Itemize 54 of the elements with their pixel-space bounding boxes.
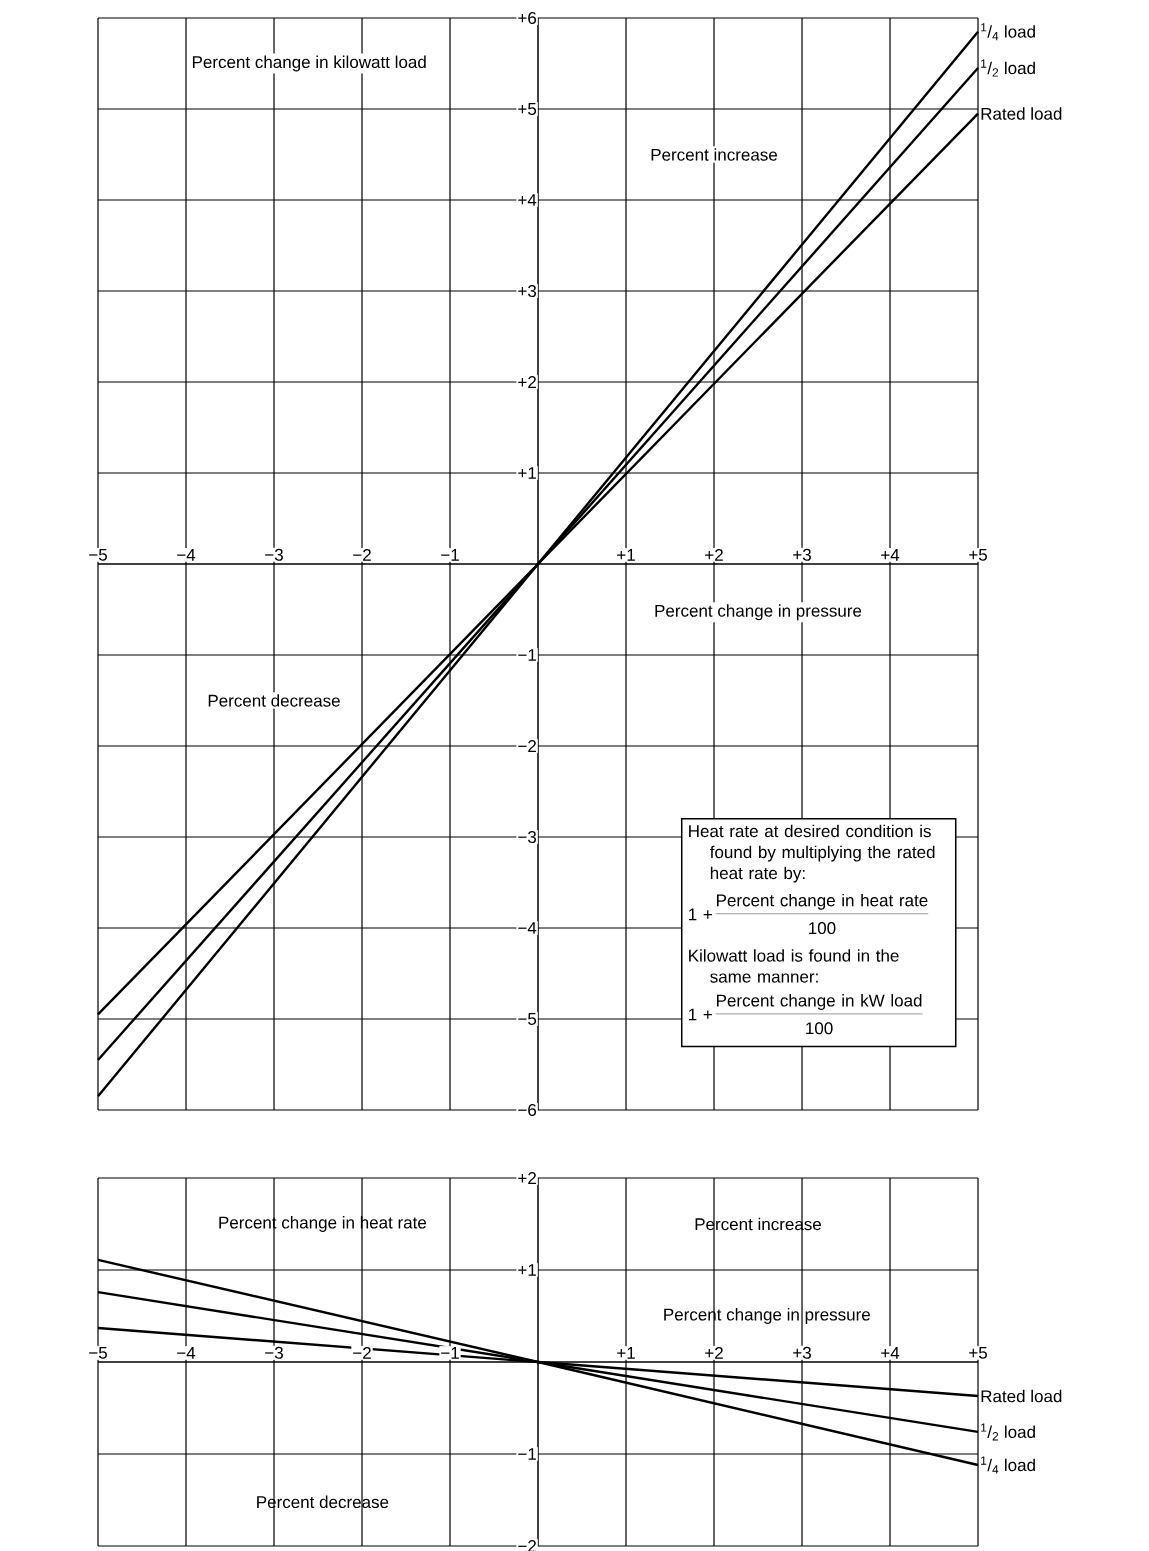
x-tick-label: −2 (353, 548, 371, 561)
x-tick-label: +2 (705, 548, 723, 561)
annotation: 100 (809, 922, 836, 935)
series-label: $^{1}$/$_{2}$ load (981, 59, 1035, 77)
x-tick-label: +4 (881, 1347, 900, 1359)
series-label: $^{1}$/$_{4}$ load (981, 1456, 1035, 1474)
annotation: 1 + (689, 1008, 712, 1021)
x-tick-label: −5 (89, 548, 107, 561)
series-label: Rated load (981, 1389, 1062, 1403)
x-tick-label: +3 (793, 1346, 811, 1359)
x-tick-label: +3 (793, 548, 811, 561)
y-tick-label: +1 (518, 1264, 536, 1276)
annotation: Kilowatt load is found in the same manner: (689, 949, 899, 983)
x-tick-label: −3 (265, 548, 283, 561)
x-tick-label: −4 (177, 1347, 196, 1359)
x-tick-label: +5 (969, 548, 987, 561)
x-tick-label: +4 (881, 549, 900, 561)
y-tick-label: +6 (518, 11, 537, 25)
x-tick-label: −4 (177, 549, 196, 561)
y-tick-label: +2 (518, 1172, 536, 1184)
x-axis-title: Percent change in pressure (655, 604, 862, 621)
x-tick-label: +1 (617, 1347, 635, 1359)
y-tick-label: −4 (518, 922, 537, 934)
y-tick-label: −2 (518, 1540, 536, 1551)
y-tick-label: −1 (518, 1448, 536, 1460)
series-label: Rated load (981, 107, 1062, 120)
y-tick-label: +5 (518, 103, 537, 115)
y-tick-label: +1 (518, 467, 536, 479)
x-tick-label: +1 (617, 549, 635, 561)
annotation: Percent decrease (208, 694, 340, 707)
x-tick-label: +2 (705, 1346, 723, 1359)
annotation: Percent change in heat rate (717, 893, 928, 910)
y-tick-label: −6 (518, 1103, 537, 1117)
annotation: Percent increase (651, 148, 778, 161)
x-tick-label: +5 (969, 1346, 987, 1359)
annotation: 1 + (689, 908, 712, 921)
y-axis-title: Percent change in kilowatt load (192, 55, 426, 72)
x-tick-label: −5 (89, 1346, 107, 1359)
x-tick-label: −1 (441, 1347, 459, 1359)
x-tick-label: −2 (353, 1346, 371, 1359)
annotation: Percent change in kW load (717, 994, 922, 1010)
x-tick-label: −3 (265, 1346, 283, 1359)
y-tick-label: −5 (518, 1013, 537, 1025)
y-tick-label: +3 (518, 284, 537, 298)
y-tick-label: −1 (518, 649, 536, 661)
series-label: $^{1}$/$_{4}$ load (981, 23, 1035, 41)
y-tick-label: −3 (518, 830, 537, 844)
series-label: $^{1}$/$_{2}$ load (981, 1423, 1035, 1441)
x-tick-label: −1 (441, 549, 459, 561)
annotation: 100 (806, 1022, 833, 1035)
y-tick-label: +2 (518, 376, 536, 388)
y-tick-label: −2 (518, 740, 536, 752)
annotation: Heat rate at desired condition is found by multiplying the rated heat rate by: (689, 824, 935, 883)
y-tick-label: +4 (518, 194, 537, 206)
